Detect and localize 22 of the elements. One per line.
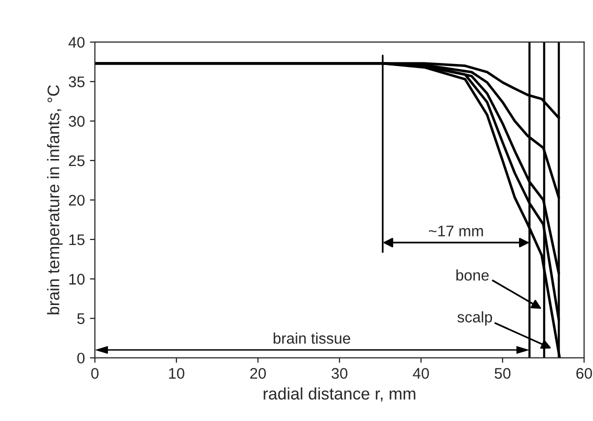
y-axis-title: brain temperature in infants, °C [47,85,63,314]
y-tick-label: 40 [68,36,85,48]
x-tick-label: 50 [494,368,510,379]
annotation: bone [456,269,489,281]
x-tick-label: 30 [332,368,348,379]
x-axis-title: radial distance r, mm [264,387,416,402]
y-tick-label: 15 [69,234,85,246]
y-tick-label: 25 [68,155,85,166]
x-tick-label: 10 [169,368,184,379]
y-tick-label: 35 [68,76,85,88]
y-tick-label: 5 [77,313,85,324]
x-tick-label: 0 [91,368,99,379]
x-tick-label: 60 [576,368,592,379]
annotation: scalp [457,311,492,326]
y-tick-label: 30 [68,116,85,127]
y-tick-label: 20 [68,194,85,206]
annotation: ~17 mm [428,226,483,236]
y-tick-label: 10 [69,274,85,285]
x-tick-label: 20 [250,368,266,379]
x-tick-label: 40 [412,368,429,379]
annotation: brain tissue [274,332,350,344]
y-tick-label: 0 [77,352,85,364]
